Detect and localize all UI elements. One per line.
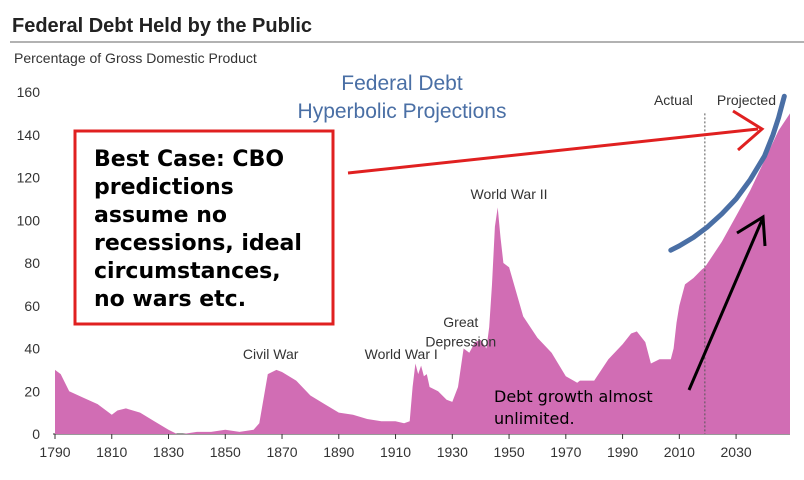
y-tick-label: 20 <box>24 383 40 399</box>
overlay-annotations: Federal Debt Hyperbolic Projections Best C… <box>73 72 787 428</box>
black-arrow-head <box>736 214 767 247</box>
y-tick-label: 60 <box>24 298 40 314</box>
x-tick-label: 1810 <box>96 444 127 460</box>
event-label: World War II <box>471 186 548 202</box>
y-tick-label: 80 <box>24 255 40 271</box>
plot-area <box>55 113 790 435</box>
overlay-title-line: Federal Debt <box>341 72 463 95</box>
debt-growth-line: Debt growth almost <box>494 387 653 406</box>
best-case-line: Best Case: CBO <box>94 147 284 172</box>
red-arrow-shaft <box>347 127 759 175</box>
x-tick-label: 1830 <box>153 444 184 460</box>
x-tick-label: 1790 <box>39 444 70 460</box>
best-case-line: predictions <box>94 175 234 200</box>
x-axis: 1790 1810 1830 1850 1870 1890 1910 1930 1950 1970… <box>39 433 790 460</box>
overlay-title-line: Hyperbolic Projections <box>298 100 507 123</box>
y-tick-label: 160 <box>17 84 41 100</box>
y-tick-label: 120 <box>17 170 41 186</box>
x-tick-label: 1850 <box>210 444 241 460</box>
best-case-box <box>73 129 335 326</box>
debt-area <box>55 113 790 435</box>
x-tick-label: 1950 <box>493 444 524 460</box>
x-tick-label: 1910 <box>380 444 411 460</box>
actual-label: Actual <box>654 92 693 108</box>
y-axis: 0 20 40 60 80 100 120 140 160 <box>17 84 41 442</box>
x-tick-label: 1930 <box>437 444 468 460</box>
y-tick-label: 0 <box>32 426 40 442</box>
y-tick-label: 40 <box>24 341 40 357</box>
y-tick-label: 140 <box>17 127 41 143</box>
x-tick-label: 1990 <box>607 444 638 460</box>
projected-label: Projected <box>717 92 776 108</box>
debt-growth-line: unlimited. <box>494 409 575 428</box>
event-label: Civil War <box>243 346 299 362</box>
event-label: World War I <box>365 346 438 362</box>
best-case-line: circumstances, <box>94 259 281 284</box>
y-tick-label: 100 <box>17 212 41 228</box>
black-arrow-shaft <box>687 219 764 391</box>
chart-title: Federal Debt Held by the Public <box>12 15 312 37</box>
event-annotations: Civil War World War I Great Depression World… <box>243 186 548 362</box>
hyperbolic-projection-curve <box>668 93 787 253</box>
x-tick-label: 2010 <box>664 444 695 460</box>
x-tick-label: 1970 <box>550 444 581 460</box>
red-arrow-head <box>732 109 765 152</box>
best-case-line: recessions, ideal <box>94 231 302 256</box>
best-case-line: assume no <box>94 203 227 228</box>
event-label: Great <box>443 314 478 330</box>
chart-subtitle: Percentage of Gross Domestic Product <box>14 50 257 66</box>
best-case-line: no wars etc. <box>94 287 246 312</box>
x-tick-label: 2030 <box>721 444 752 460</box>
event-label: Depression <box>425 333 496 349</box>
x-tick-label: 1870 <box>266 444 297 460</box>
x-tick-label: 1890 <box>323 444 354 460</box>
